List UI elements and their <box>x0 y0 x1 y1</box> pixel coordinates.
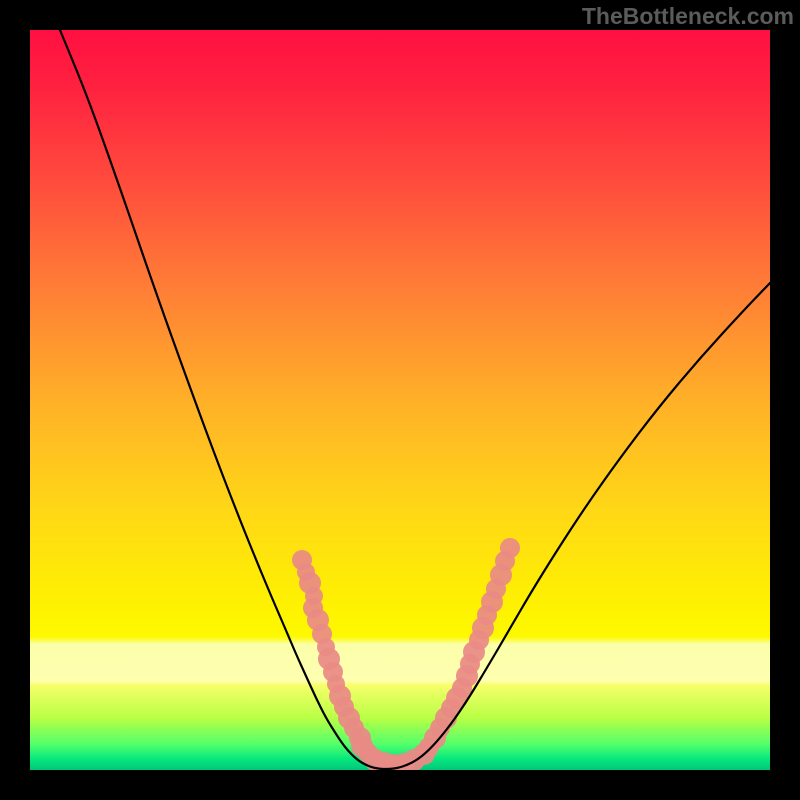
data-point <box>500 538 520 558</box>
plot-background <box>30 30 770 770</box>
watermark-text: TheBottleneck.com <box>582 3 794 30</box>
